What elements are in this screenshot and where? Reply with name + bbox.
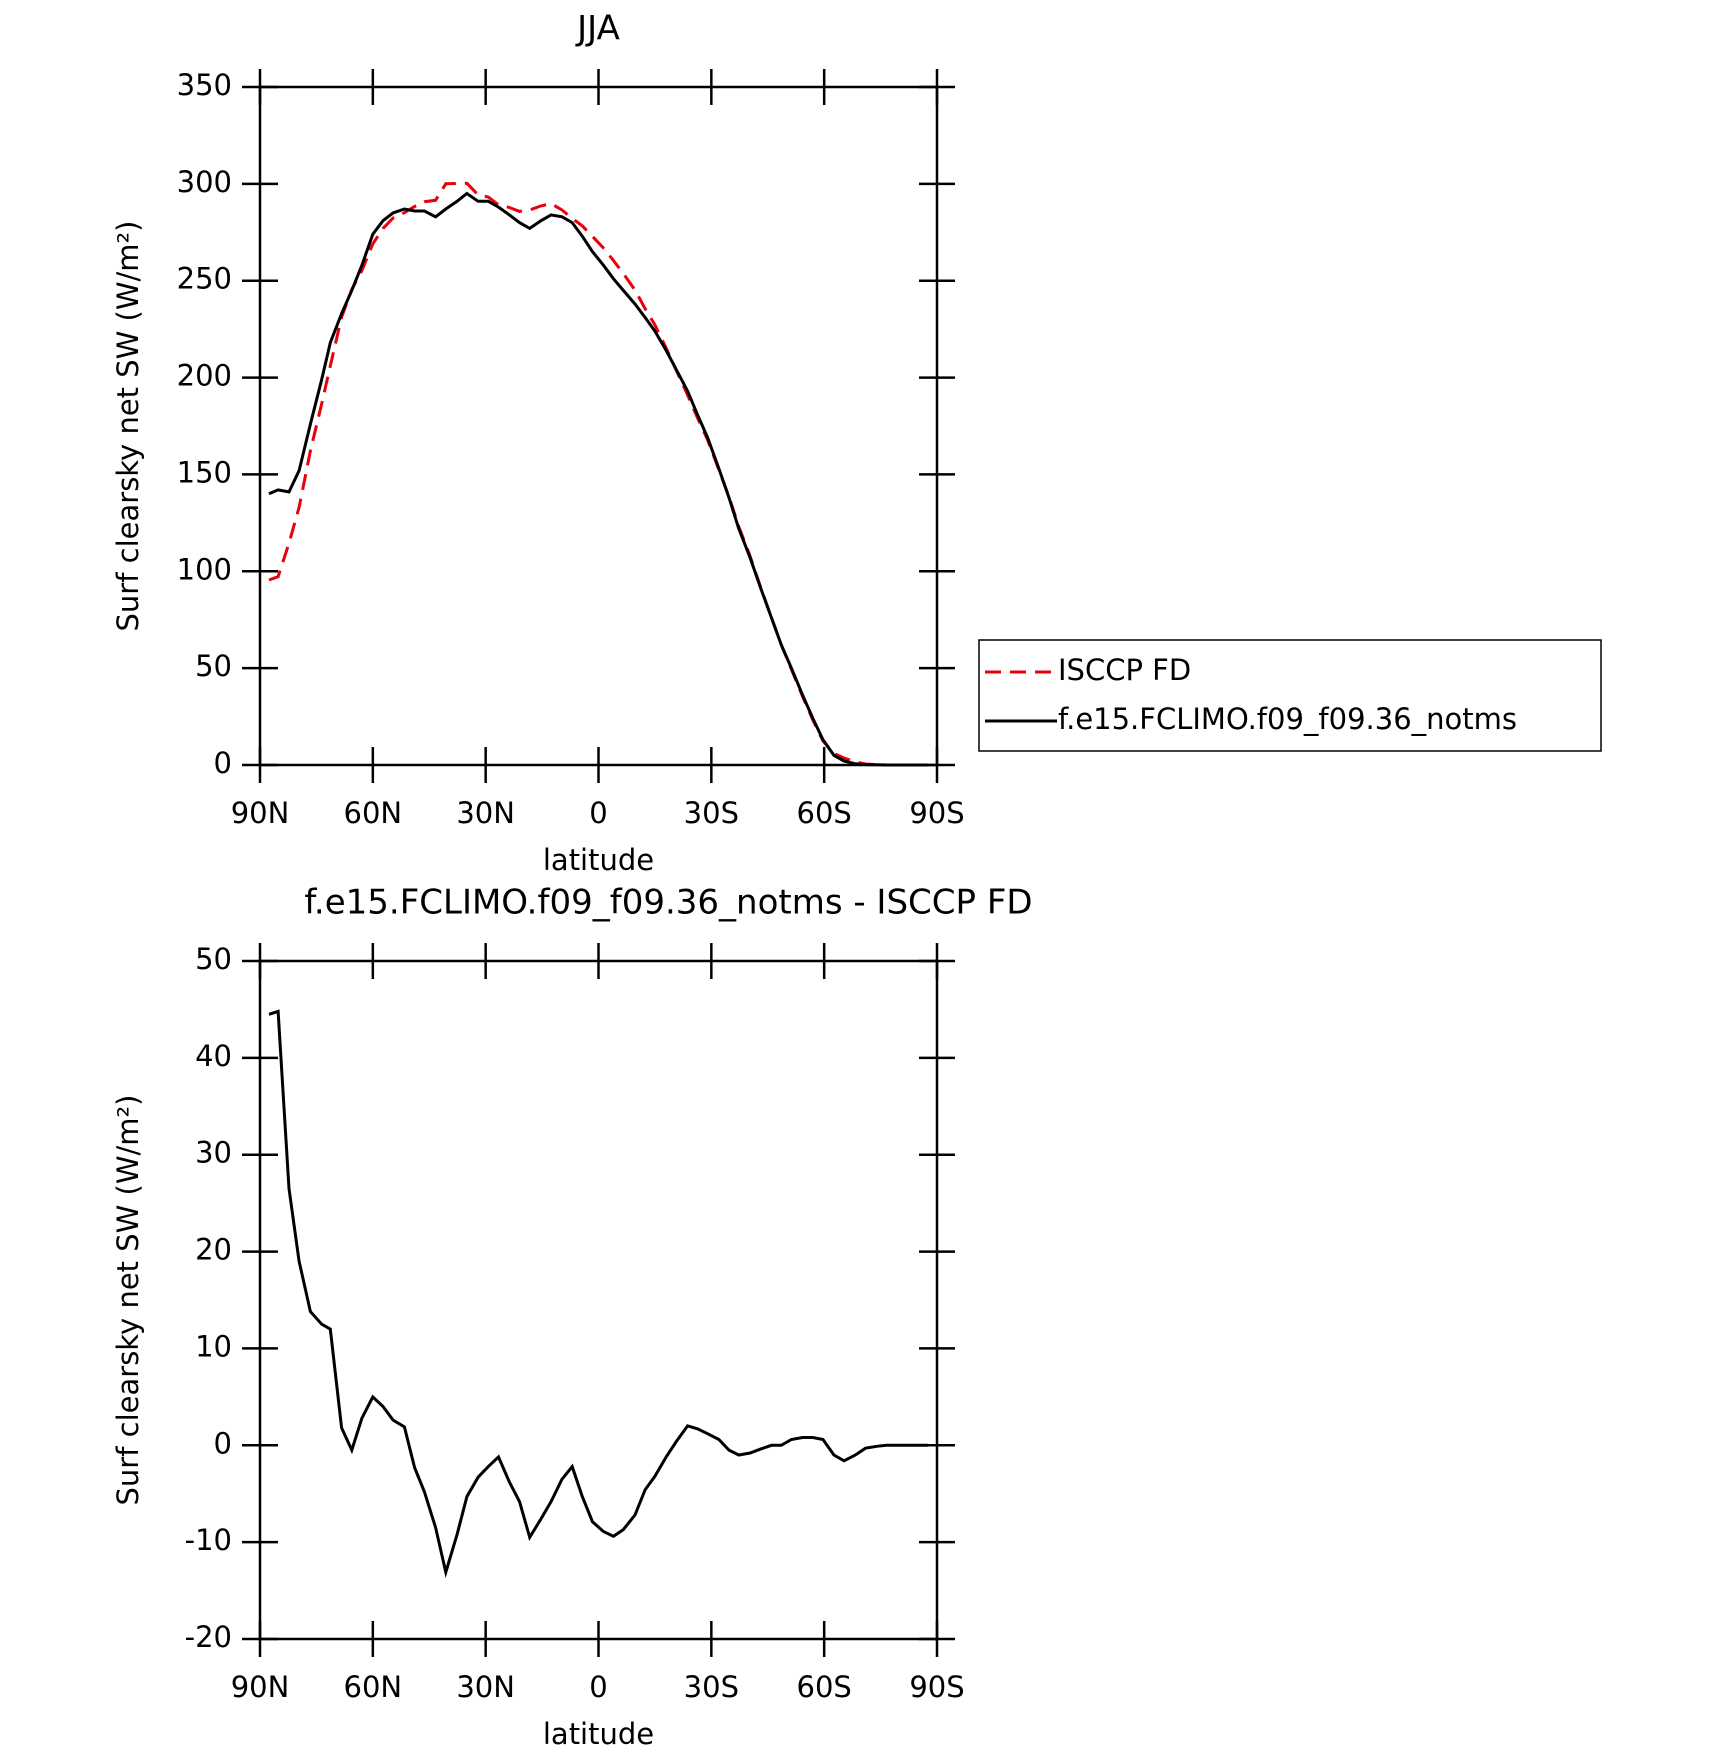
x-tick-label: 90N (231, 1670, 290, 1704)
data-line (268, 181, 928, 767)
x-tick-label: 30N (456, 796, 515, 830)
x-tick-label: 90S (909, 1670, 964, 1704)
y-tick-label: 100 (177, 552, 232, 586)
y-tick-label: 50 (195, 942, 232, 976)
y-tick-label: 150 (177, 455, 232, 489)
plot-frame (258, 959, 939, 1641)
x-tick-label: 30S (684, 1670, 739, 1704)
x-tick-label: 0 (589, 796, 607, 830)
y-axis-label: Surf clearsky net SW (W/m²) (111, 221, 145, 632)
y-tick-label: 250 (177, 262, 232, 296)
x-tick-label: 60S (797, 1670, 852, 1704)
data-line (268, 191, 928, 767)
y-tick-label: -20 (185, 1620, 232, 1654)
x-tick-label: 60S (797, 796, 852, 830)
y-tick-label: 10 (195, 1329, 232, 1363)
y-tick-label: 40 (195, 1039, 232, 1073)
y-tick-label: 300 (177, 165, 232, 199)
y-tick-label: 0 (214, 746, 232, 780)
x-tick-label: 60N (344, 1670, 403, 1704)
y-tick-label: 20 (195, 1233, 232, 1267)
y-tick-label: 200 (177, 359, 232, 393)
y-tick-label: 350 (177, 68, 232, 102)
legend-box (978, 639, 1602, 752)
x-axis-label: latitude (543, 843, 654, 877)
legend-label: ISCCP FD (1058, 653, 1191, 687)
x-tick-label: 30N (456, 1670, 515, 1704)
x-tick-label: 90N (231, 796, 290, 830)
y-tick-label: 50 (195, 649, 232, 683)
y-tick-label: -10 (185, 1523, 232, 1557)
y-axis-label: Surf clearsky net SW (W/m²) (111, 1095, 145, 1506)
chart-title: f.e15.FCLIMO.f09_f09.36_notms - ISCCP FD (304, 883, 1032, 923)
plot-frame (258, 85, 939, 767)
x-axis-label: latitude (543, 1717, 654, 1751)
y-tick-label: 0 (214, 1426, 232, 1460)
x-tick-label: 30S (684, 796, 739, 830)
legend-label: f.e15.FCLIMO.f09_f09.36_notms (1058, 702, 1517, 736)
x-tick-label: 0 (589, 1670, 607, 1704)
chart-title: JJA (575, 9, 620, 49)
data-line (268, 1009, 928, 1579)
y-tick-label: 30 (195, 1136, 232, 1170)
x-tick-label: 60N (344, 796, 403, 830)
x-tick-label: 90S (909, 796, 964, 830)
